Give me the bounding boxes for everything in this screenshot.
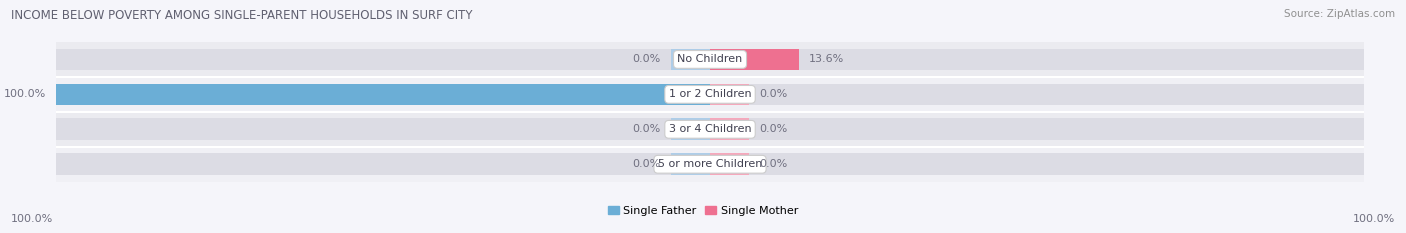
Bar — [671, 118, 710, 140]
Bar — [56, 84, 710, 105]
Bar — [56, 154, 710, 175]
Text: 100.0%: 100.0% — [4, 89, 46, 99]
Text: 0.0%: 0.0% — [759, 159, 787, 169]
Bar — [56, 77, 1364, 112]
Bar — [710, 154, 749, 175]
Text: 0.0%: 0.0% — [633, 159, 661, 169]
Bar — [710, 118, 749, 140]
Bar — [671, 154, 710, 175]
Text: 1 or 2 Children: 1 or 2 Children — [669, 89, 751, 99]
Bar — [56, 147, 1364, 182]
Text: 0.0%: 0.0% — [759, 89, 787, 99]
Text: No Children: No Children — [678, 55, 742, 64]
Bar — [710, 118, 1364, 140]
Text: 100.0%: 100.0% — [1353, 214, 1395, 224]
Text: 13.6%: 13.6% — [808, 55, 844, 64]
Text: 0.0%: 0.0% — [633, 124, 661, 134]
Bar — [671, 49, 710, 70]
Legend: Single Father, Single Mother: Single Father, Single Mother — [603, 202, 803, 220]
Bar — [56, 42, 1364, 77]
Bar — [710, 84, 749, 105]
Bar — [56, 49, 710, 70]
Bar — [710, 154, 1364, 175]
Text: Source: ZipAtlas.com: Source: ZipAtlas.com — [1284, 9, 1395, 19]
Text: 3 or 4 Children: 3 or 4 Children — [669, 124, 751, 134]
Text: 5 or more Children: 5 or more Children — [658, 159, 762, 169]
Text: 100.0%: 100.0% — [11, 214, 53, 224]
Bar — [710, 49, 799, 70]
Text: 0.0%: 0.0% — [633, 55, 661, 64]
Bar — [710, 49, 1364, 70]
Text: INCOME BELOW POVERTY AMONG SINGLE-PARENT HOUSEHOLDS IN SURF CITY: INCOME BELOW POVERTY AMONG SINGLE-PARENT… — [11, 9, 472, 22]
Bar — [56, 84, 710, 105]
Bar — [56, 112, 1364, 147]
Bar — [710, 84, 1364, 105]
Bar — [56, 118, 710, 140]
Text: 0.0%: 0.0% — [759, 124, 787, 134]
